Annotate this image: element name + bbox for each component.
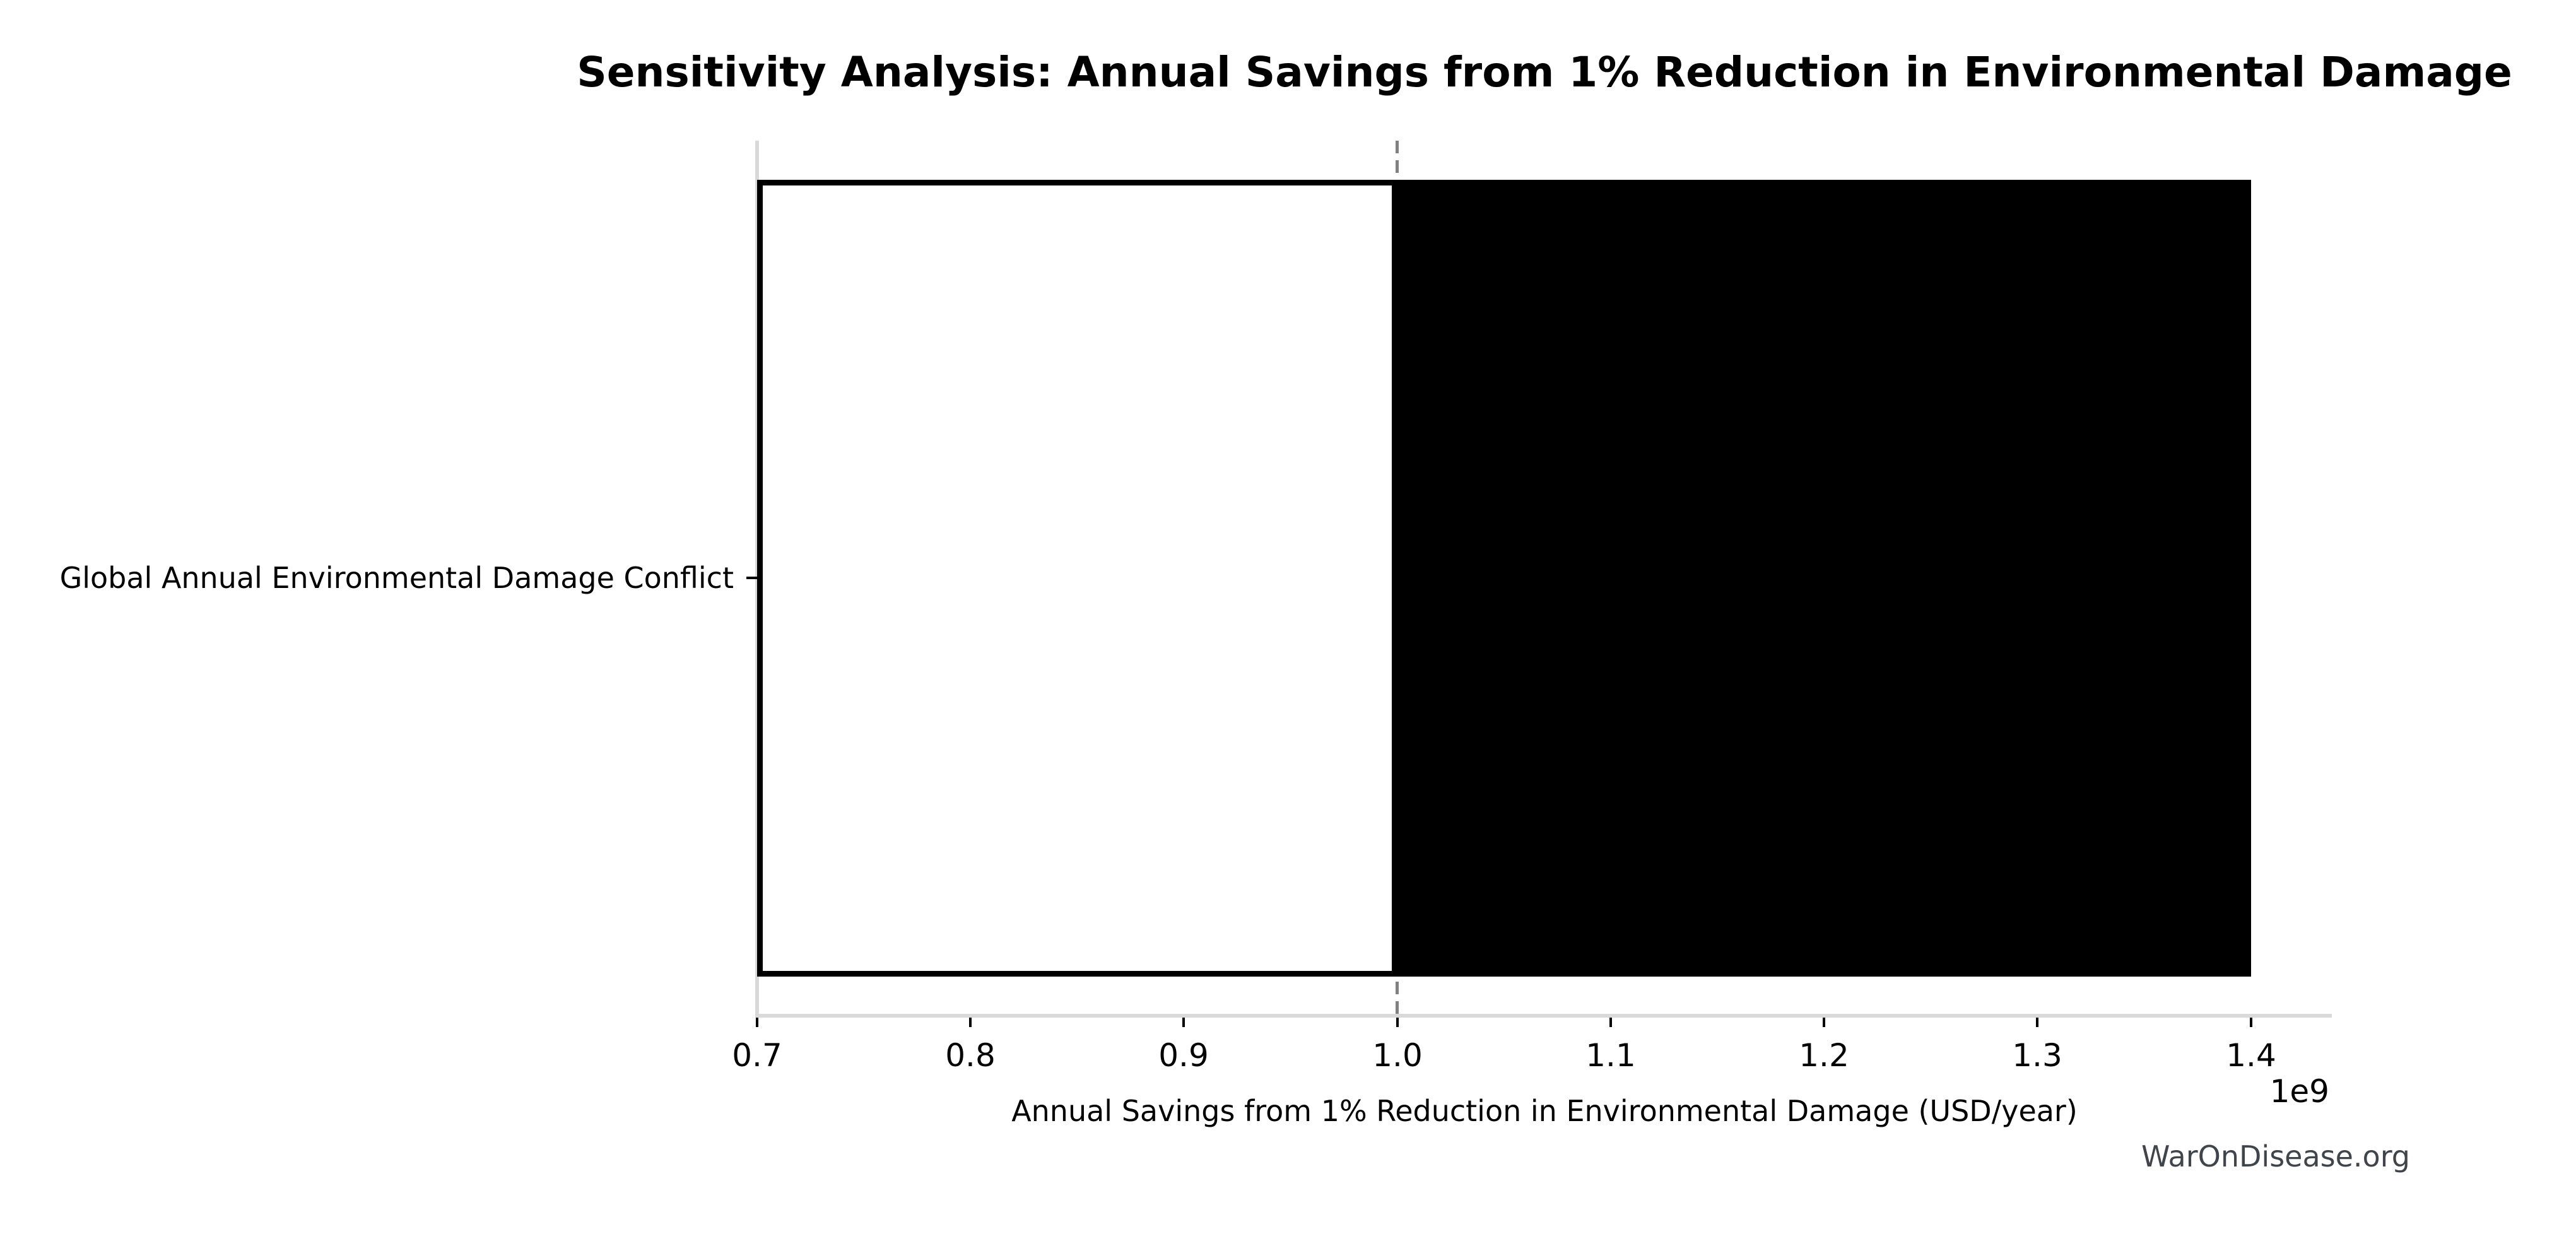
x-axis-spine bbox=[755, 1014, 2332, 1018]
bar-low-segment bbox=[757, 180, 1397, 977]
y-tick-mark bbox=[746, 577, 757, 579]
x-tick-label: 1.2 bbox=[1799, 1037, 1849, 1074]
x-tick-mark bbox=[756, 1018, 758, 1027]
x-tick-mark bbox=[1182, 1018, 1185, 1027]
x-axis-label: Annual Savings from 1% Reduction in Envi… bbox=[1011, 1094, 2078, 1128]
x-tick-label: 0.9 bbox=[1158, 1037, 1209, 1074]
watermark: WarOnDisease.org bbox=[2141, 1139, 2410, 1173]
x-tick-mark bbox=[1396, 1018, 1399, 1027]
x-tick-mark bbox=[969, 1018, 972, 1027]
x-tick-label: 1.3 bbox=[2012, 1037, 2062, 1074]
x-tick-label: 1.0 bbox=[1372, 1037, 1423, 1074]
chart-title: Sensitivity Analysis: Annual Savings fro… bbox=[577, 52, 2512, 93]
chart-title-text: Sensitivity Analysis: Annual Savings fro… bbox=[577, 48, 2512, 97]
x-tick-mark bbox=[2036, 1018, 2038, 1027]
axis-offset-label: 1e9 bbox=[2269, 1073, 2329, 1110]
y-tick-label: Global Annual Environmental Damage Confl… bbox=[59, 561, 734, 595]
x-tick-label: 1.1 bbox=[1585, 1037, 1636, 1074]
x-tick-label: 0.8 bbox=[945, 1037, 996, 1074]
x-tick-mark bbox=[1609, 1018, 1612, 1027]
x-tick-mark bbox=[1823, 1018, 1825, 1027]
bar-high-segment bbox=[1397, 180, 2251, 977]
plot-area: 0.7 0.8 0.9 1.0 1.1 1.2 1.3 1.4 1e9 Annu… bbox=[732, 141, 2332, 1125]
x-tick-label: 0.7 bbox=[732, 1037, 782, 1074]
x-tick-label: 1.4 bbox=[2226, 1037, 2276, 1074]
x-tick-mark bbox=[2250, 1018, 2252, 1027]
